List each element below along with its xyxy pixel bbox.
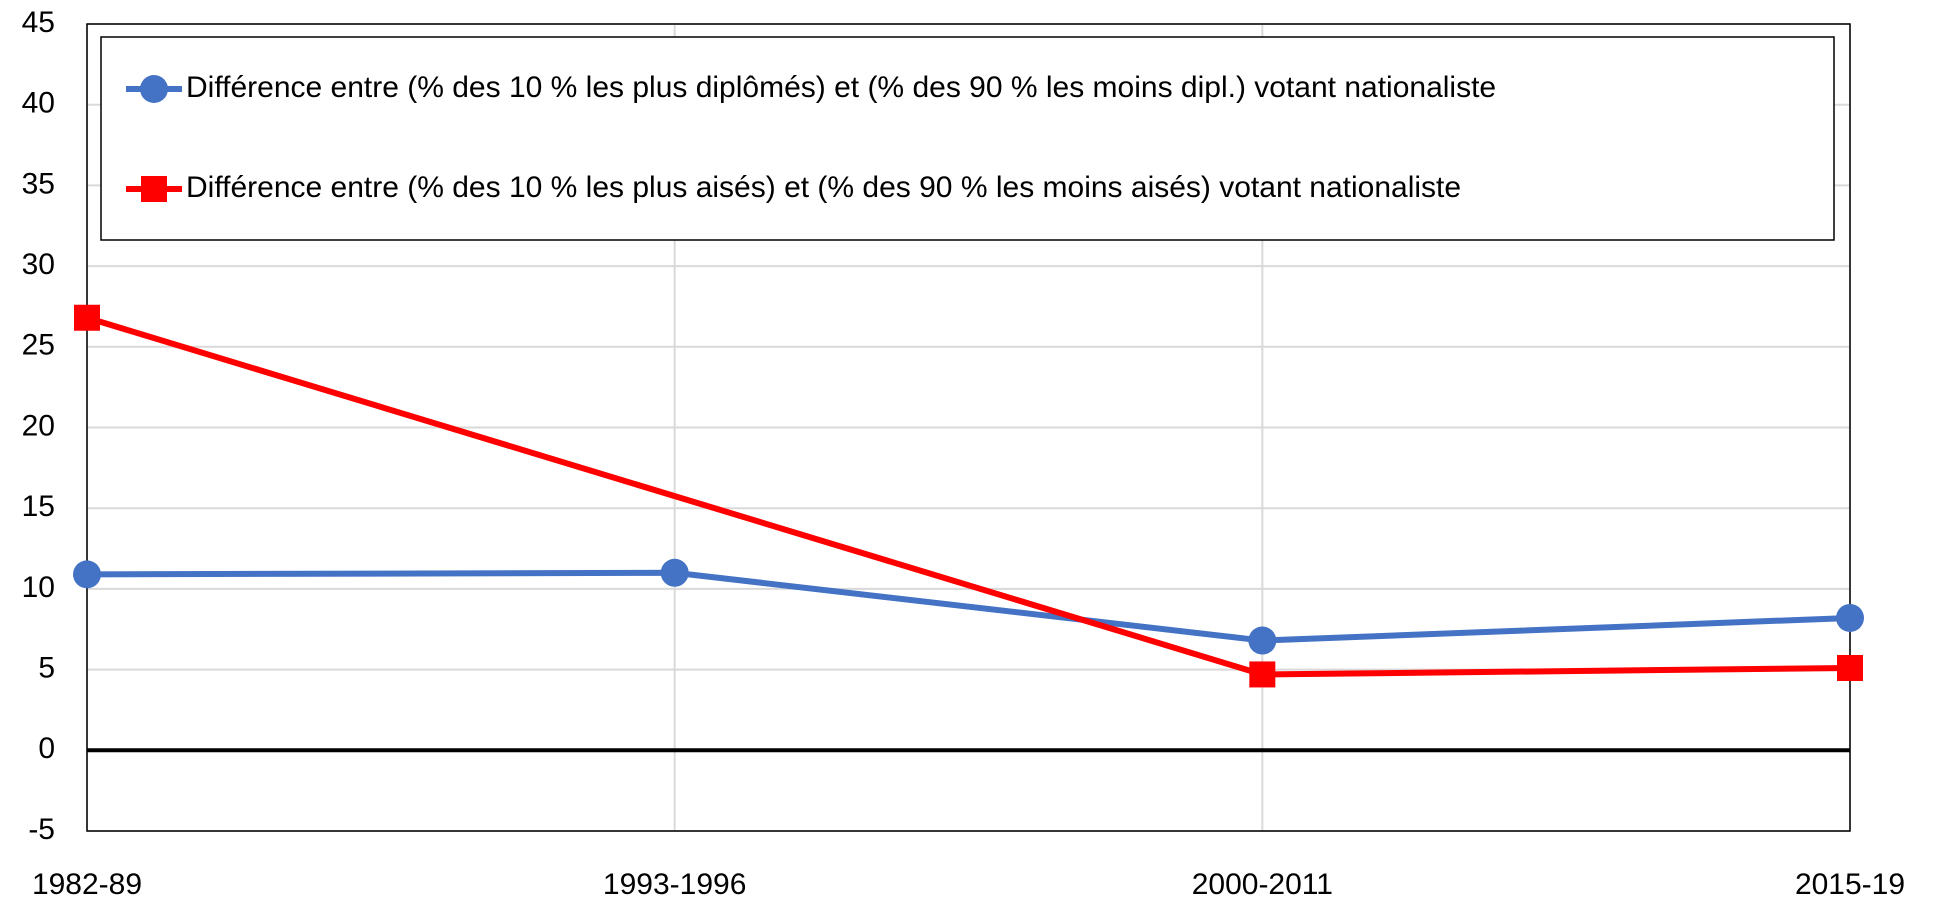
y-tick-label: 10: [22, 571, 55, 604]
marker: [1837, 654, 1863, 681]
y-tick-label: 0: [38, 732, 55, 765]
x-tick-label: 1993-1996: [603, 868, 746, 901]
marker: [1249, 661, 1276, 688]
y-tick-label: 45: [22, 6, 55, 39]
x-tick-label: 2015-19: [1795, 868, 1905, 901]
marker: [1248, 626, 1277, 655]
marker: [73, 560, 101, 589]
y-tick-label: 20: [22, 409, 55, 442]
x-tick-label: 1982-89: [32, 868, 142, 901]
y-tick-label: 15: [22, 490, 55, 523]
marker: [660, 558, 689, 587]
marker: [1836, 603, 1864, 632]
series-line: [86, 569, 1851, 644]
legend-label: Différence entre (% des 10 % les plus di…: [186, 71, 1496, 104]
y-tick-label: 30: [22, 248, 55, 281]
marker: [141, 176, 167, 202]
marker: [140, 75, 168, 103]
y-tick-label: 40: [22, 87, 55, 120]
legend-box: [100, 36, 1835, 241]
y-tick-label: 25: [22, 329, 55, 362]
legend-label: Différence entre (% des 10 % les plus ai…: [186, 171, 1461, 204]
plot-border: [86, 23, 1851, 832]
marker: [74, 304, 100, 331]
y-tick-label: 5: [38, 652, 55, 685]
y-tick-label: 35: [22, 167, 55, 200]
y-tick-label: -5: [28, 813, 55, 846]
x-tick-label: 2000-2011: [1192, 868, 1333, 901]
series-line: [86, 314, 1851, 678]
